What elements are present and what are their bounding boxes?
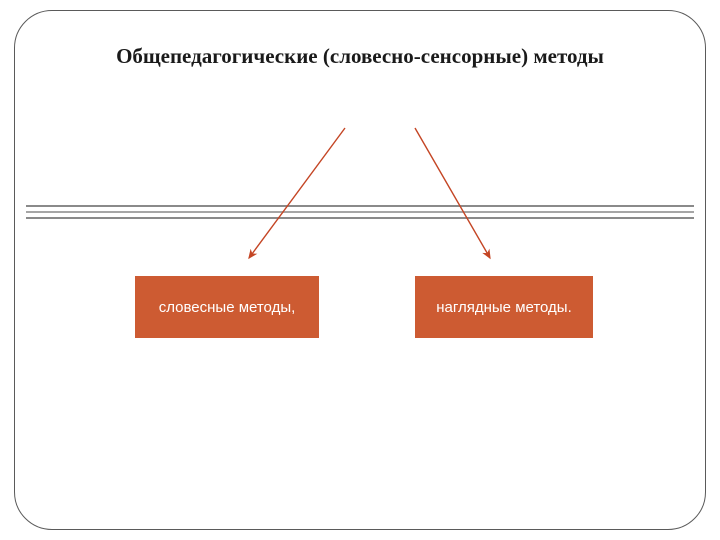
box-right-label: наглядные методы. <box>436 299 572 316</box>
divider-line-bottom <box>26 217 694 219</box>
slide-frame <box>14 10 706 530</box>
box-right: наглядные методы. <box>414 275 594 339</box>
divider-line-mid <box>26 211 694 213</box>
box-left: словесные методы, <box>134 275 320 339</box>
slide-title: Общепедагогические (словесно-сенсорные) … <box>0 44 720 69</box>
divider-line-top <box>26 205 694 207</box>
box-left-label: словесные методы, <box>159 299 296 316</box>
slide: Общепедагогические (словесно-сенсорные) … <box>0 0 720 540</box>
divider-band <box>26 205 694 219</box>
